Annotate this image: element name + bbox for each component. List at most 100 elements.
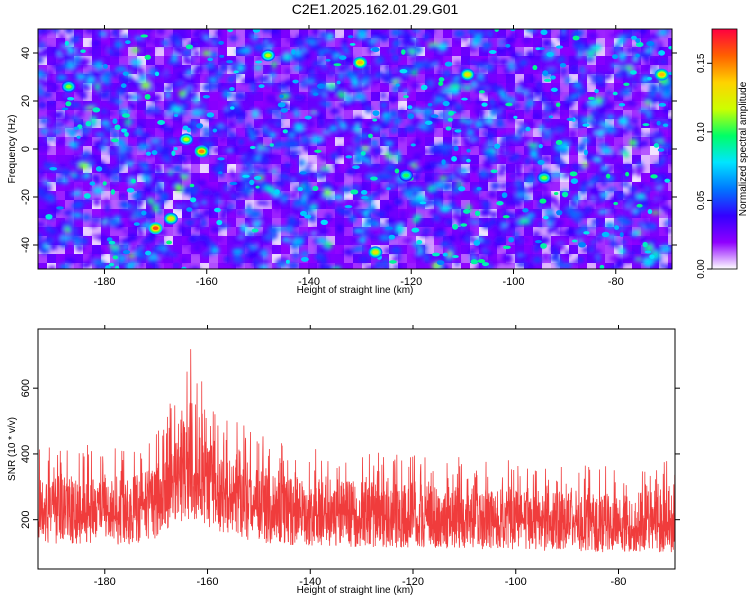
heatmap-cell [200,164,210,174]
heatmap-blob [111,239,120,247]
heatmap-cell [362,200,372,210]
heatmap-core [196,123,204,129]
heatmap-core [612,91,618,96]
heatmap-blob [337,145,343,155]
heatmap-blob [91,157,97,162]
heatmap-cell [560,200,570,210]
heatmap-blob [236,210,244,215]
heatmap-blob [403,89,409,94]
heatmap-blob [484,150,494,158]
heatmap-core [548,115,554,119]
heatmap-cell [533,119,543,129]
heatmap-cell [362,101,372,111]
heatmap-blob [149,178,157,185]
heatmap-blob [241,105,250,110]
heatmap-blob [644,66,652,71]
heatmap-blob [104,31,111,39]
heatmap-blob [275,115,286,119]
heatmap-cell [272,209,282,219]
y-tick-label: 40 [20,47,32,59]
heatmap-cell [263,83,273,93]
heatmap-cell [416,218,426,228]
heatmap-cell [614,119,624,129]
heatmap-cell [344,146,354,156]
heatmap-cell [110,263,120,269]
heatmap-blob [330,152,339,161]
heatmap-cell [515,92,525,102]
heatmap-core [292,79,299,84]
heatmap-blob [144,108,152,115]
heatmap-cell [326,155,336,165]
heatmap-cell [389,236,399,246]
heatmap-cell [74,146,84,156]
heatmap-blob [234,73,241,78]
heatmap-core [532,64,538,71]
heatmap-cell [146,38,156,48]
heatmap-blob [111,52,123,56]
colorbar-tick-label: 0.10 [696,122,707,142]
heatmap-blob [493,241,501,248]
heatmap-core [166,240,173,245]
heatmap-core [108,262,115,267]
heatmap-cell [263,218,273,228]
heatmap-core [476,186,482,191]
heatmap-blob [137,226,143,233]
heatmap-cell [290,173,300,183]
heatmap-cell [650,101,660,111]
heatmap-blob [100,109,107,114]
heatmap-blob [563,100,574,109]
heatmap-blob [171,253,178,258]
heatmap-cell [191,137,201,147]
heatmap-blob [275,122,283,127]
heatmap-blob [391,54,400,62]
heatmap-cell [533,164,543,174]
heatmap-blob [194,224,202,232]
heatmap-blob [597,135,605,141]
heatmap-blob [260,258,269,266]
heatmap-blob [52,52,59,59]
heatmap-blob [631,230,639,235]
heatmap-blob [316,197,327,202]
heatmap-blob [241,166,251,173]
heatmap-blob [352,158,358,162]
heatmap-cell [542,92,552,102]
heatmap-cell [56,146,66,156]
heatmap-cell [254,47,264,57]
heatmap-blob [172,61,182,67]
heatmap-cell [182,254,192,264]
heatmap-cell [110,47,120,57]
heatmap-core [599,264,605,269]
heatmap-core [345,155,353,159]
heatmap-blob [367,146,375,155]
heatmap-blob [442,166,450,172]
heatmap-blob [335,116,342,123]
heatmap-blob [575,144,587,153]
heatmap-blob [500,183,507,189]
heatmap-core [494,29,499,32]
heatmap-cell [263,263,273,269]
heatmap-cell [506,182,516,192]
heatmap-cell [236,164,246,174]
heatmap-core [352,165,360,170]
heatmap-core [76,135,81,139]
heatmap-blob [402,34,414,42]
heatmap-cell [470,155,480,165]
heatmap-cell [614,146,624,156]
heatmap-cell [569,74,579,84]
heatmap-cell [227,29,237,39]
heatmap-cell [452,92,462,102]
heatmap-cell [632,146,642,156]
heatmap-cell [245,38,255,48]
heatmap-blob [251,34,259,41]
heatmap-blob [274,180,285,187]
heatmap-blob [55,137,66,146]
heatmap-blob [158,29,165,35]
heatmap-cell [461,263,471,269]
heatmap-cell [344,164,354,174]
heatmap-blob [285,78,295,88]
heatmap-cell [254,101,264,111]
heatmap-cell [407,65,417,75]
heatmap-cell [407,128,417,138]
heatmap-blob [186,86,192,92]
